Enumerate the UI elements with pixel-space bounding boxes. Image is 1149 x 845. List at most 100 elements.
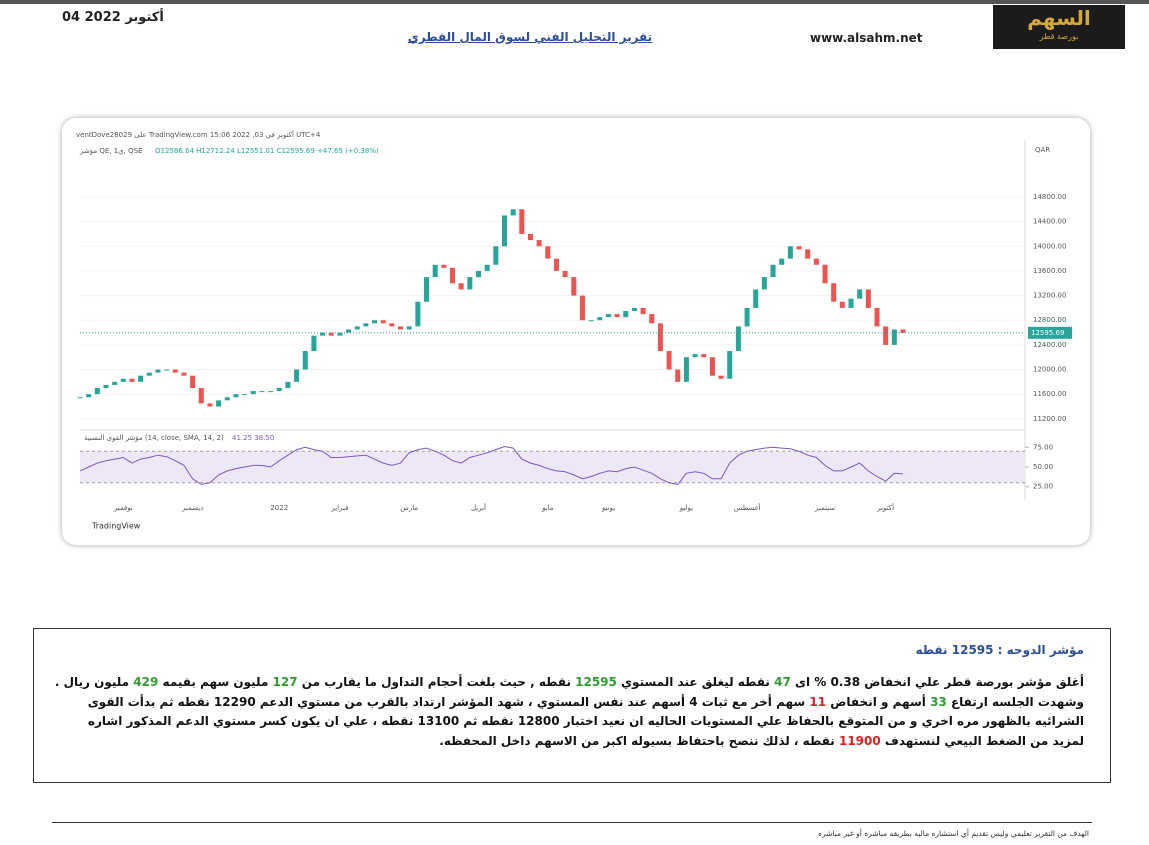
last-price-tag	[1028, 326, 1072, 339]
candle	[683, 357, 689, 382]
text-segment: 11	[809, 694, 827, 709]
candle	[501, 215, 507, 247]
candle	[181, 372, 187, 376]
candle	[129, 378, 135, 382]
candle	[536, 240, 542, 247]
candle	[146, 372, 152, 376]
text-segment: 47	[774, 675, 791, 689]
rsi-band	[80, 451, 1025, 483]
candle	[86, 394, 92, 398]
candle	[779, 258, 785, 265]
y-tick-label: 13600.00	[1033, 267, 1066, 275]
candle	[839, 301, 845, 308]
candle	[120, 378, 126, 382]
candle	[328, 332, 334, 336]
y-tick-label: 13200.00	[1033, 292, 1066, 300]
x-tick-label: مارس	[400, 504, 418, 512]
candle	[415, 301, 421, 327]
x-tick-label: يوليو	[679, 504, 693, 512]
x-tick-label: سبتمبر	[814, 504, 835, 512]
disclaimer: الهدف من التقرير تعليمي وليس تقديم أي اس…	[818, 829, 1089, 838]
candle	[579, 295, 585, 321]
candle	[709, 357, 715, 376]
candle	[424, 277, 430, 302]
text-segment: أغلق مؤشر بورصة قطر علي انخفاض 0.38 % اى	[790, 675, 1084, 689]
candle	[865, 289, 871, 308]
y-tick-label: 12000.00	[1033, 366, 1066, 374]
candle	[380, 320, 386, 324]
logo-subtext: بورصة قطر	[1039, 32, 1079, 41]
candle	[891, 329, 897, 345]
candle	[796, 246, 802, 250]
x-tick-label: مايو	[541, 504, 554, 512]
candle	[484, 264, 490, 271]
candle	[285, 381, 291, 389]
candle	[900, 329, 906, 333]
chart: ventDove28029 على TradingView.com 15:06 …	[76, 130, 1072, 531]
candle	[190, 375, 196, 389]
report-title: تقرير التحليل الفني لسوق المال القطري	[407, 30, 653, 44]
candle	[848, 298, 854, 308]
candle	[562, 270, 568, 278]
candle	[441, 264, 447, 268]
candle	[605, 314, 611, 318]
candle	[294, 369, 300, 382]
text-segment: 429	[133, 675, 159, 689]
candle	[138, 375, 144, 382]
candle	[337, 332, 343, 336]
text-segment: أسهم و انخفاض	[826, 694, 931, 709]
candle	[77, 397, 83, 399]
candle	[701, 354, 707, 358]
logo: السهم بورصة قطر	[993, 5, 1125, 49]
candle	[631, 307, 637, 311]
text-segment: 33	[930, 694, 947, 709]
chart-symbol: مؤشر QE, 1ي, QSE	[79, 147, 142, 155]
y-tick-label: 14400.00	[1033, 218, 1066, 226]
text-segment: نقطه , حيث بلغت أحجام التداول ما يقارب م…	[297, 675, 576, 689]
candle	[527, 233, 533, 241]
candle	[822, 264, 828, 284]
indicator-name: مؤشر القوى النسبية (14, close, SMA, 14, …	[84, 434, 224, 442]
candle	[657, 323, 663, 352]
y-tick-label: 50.00	[1033, 463, 1053, 471]
candle	[242, 394, 248, 396]
candle	[389, 323, 395, 327]
indicator-values: 41.25 38.50	[232, 434, 274, 442]
candle	[597, 317, 603, 321]
candle	[250, 391, 256, 395]
y-tick-label: 11600.00	[1033, 390, 1066, 398]
logo-text: السهم	[1027, 6, 1091, 30]
y-tick-label: 14800.00	[1033, 193, 1066, 201]
candle	[467, 277, 473, 290]
candle	[259, 391, 265, 393]
candle	[883, 326, 889, 345]
paragraph: أغلق مؤشر بورصة قطر علي انخفاض 0.38 % اى…	[54, 673, 1084, 751]
x-tick-label: ديسمبر	[181, 504, 203, 512]
candle	[727, 351, 733, 379]
text-segment: مليون سهم بقيمه	[158, 675, 273, 689]
x-tick-label: يونيو	[601, 504, 615, 512]
candle	[450, 267, 456, 284]
candle	[493, 246, 499, 265]
brand: TradingView	[91, 522, 141, 531]
currency: QAR	[1035, 146, 1050, 154]
y-tick-label: 25.00	[1033, 483, 1053, 491]
candle	[164, 369, 170, 371]
candle	[398, 326, 404, 330]
x-tick-label: فبراير	[330, 504, 348, 512]
text-segment: 11900	[838, 733, 881, 748]
x-tick-label: أكتوبر	[876, 503, 894, 512]
candle	[224, 397, 230, 401]
y-tick-label: 75.00	[1033, 443, 1053, 451]
candle	[588, 320, 594, 322]
candle	[216, 400, 222, 407]
top-stripe	[0, 0, 1149, 4]
candle	[432, 264, 438, 278]
chart-source: ventDove28029 على TradingView.com 15:06 …	[76, 130, 321, 139]
report-date: 04 أكتوبر 2022	[62, 10, 164, 25]
text-segment: نقطه ، لذلك ننصح باحتفاظ بسيوله اكبر من …	[439, 733, 839, 748]
candle	[649, 314, 655, 324]
website[interactable]: www.alsahm.net	[810, 31, 923, 45]
candle	[198, 388, 204, 404]
